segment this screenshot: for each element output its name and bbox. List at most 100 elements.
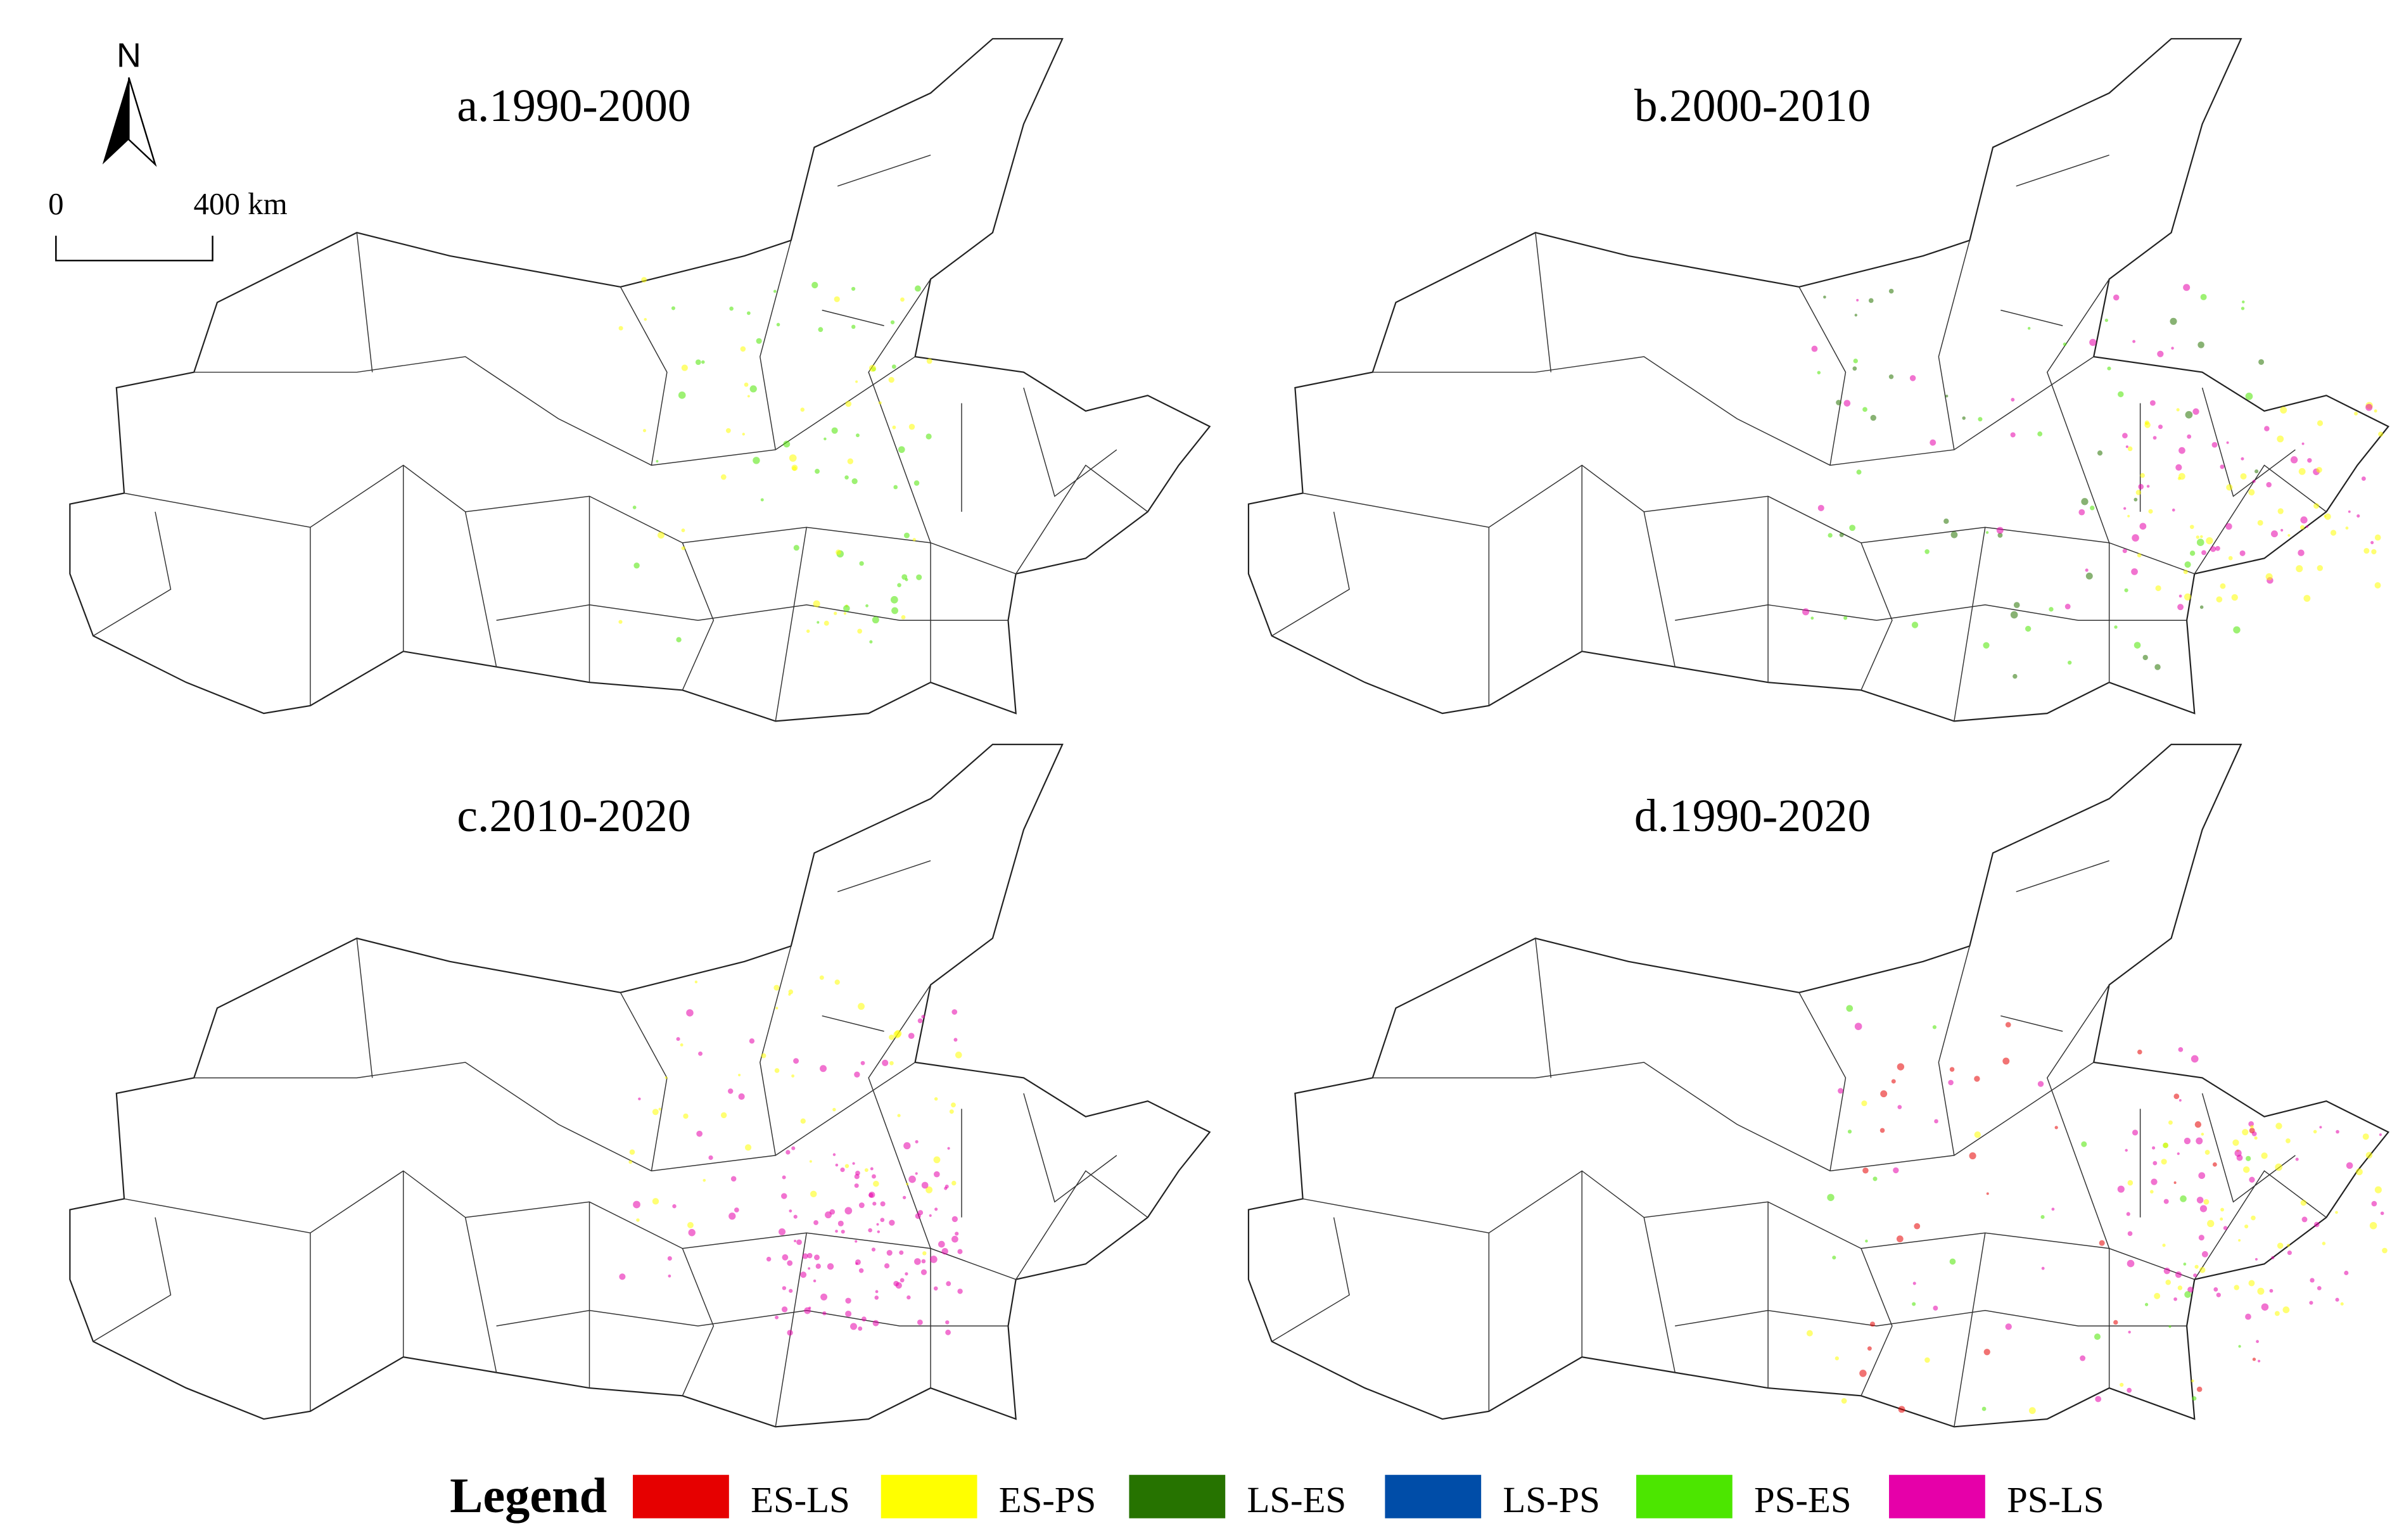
change-patch: [744, 382, 749, 387]
change-patch: [2287, 1250, 2292, 1256]
change-patch: [2187, 434, 2192, 439]
change-patch: [906, 1183, 909, 1186]
legend: ES-LS ES-PS LS-ES LS-PS PS-ES PS-LS: [633, 1475, 2104, 1520]
change-patch: [890, 320, 895, 324]
change-patch: [813, 1279, 817, 1283]
change-patch: [850, 1323, 857, 1330]
change-patch: [2301, 442, 2305, 445]
change-patch: [2041, 1266, 2045, 1270]
change-patch: [836, 549, 841, 556]
change-patch: [2228, 556, 2233, 561]
change-patch: [2206, 537, 2213, 545]
change-patch: [2240, 473, 2247, 480]
change-patch: [905, 1272, 908, 1276]
change-patch: [753, 457, 760, 464]
change-patch: [857, 628, 862, 634]
change-patch: [2335, 1211, 2338, 1214]
change-patch: [945, 1320, 950, 1325]
change-patch: [2097, 450, 2103, 456]
change-patch: [2245, 392, 2253, 400]
change-patch: [2213, 1287, 2218, 1292]
change-patch: [687, 1221, 694, 1228]
change-patch: [781, 1306, 788, 1313]
change-patch: [2199, 1267, 2206, 1273]
legend-label: LS-ES: [1247, 1479, 1346, 1520]
change-patch: [840, 1168, 845, 1173]
change-patch: [2313, 1221, 2320, 1228]
change-patch: [813, 600, 820, 608]
change-patch: [1978, 417, 1983, 422]
change-patch: [1861, 1100, 1867, 1107]
change-patch: [652, 1198, 659, 1205]
change-patch: [2146, 485, 2150, 488]
change-patch: [2120, 1382, 2124, 1387]
change-patch: [2196, 535, 2199, 539]
change-patch: [1893, 1167, 1899, 1174]
change-patch: [1868, 298, 1874, 303]
change-patch: [2117, 1185, 2125, 1193]
change-patch: [2254, 1136, 2258, 1140]
change-patch: [2256, 1340, 2259, 1344]
change-patch: [1867, 1346, 1872, 1351]
change-patch: [917, 1018, 923, 1024]
change-patch: [2316, 467, 2322, 473]
change-patch: [880, 1201, 886, 1207]
change-patch: [785, 1150, 791, 1155]
change-patch: [1862, 1167, 1869, 1174]
change-patch: [2199, 605, 2204, 609]
change-patch: [2261, 1303, 2269, 1311]
change-patch: [1932, 1025, 1937, 1029]
change-patch: [728, 1212, 736, 1220]
change-patch: [889, 1034, 894, 1040]
change-patch: [2196, 1197, 2204, 1204]
change-patch: [951, 1216, 958, 1223]
change-patch: [1986, 1192, 1989, 1195]
change-patch: [642, 429, 647, 433]
change-patch: [851, 324, 856, 329]
legend-label: LS-PS: [1503, 1479, 1599, 1520]
change-patch: [2134, 642, 2141, 649]
change-patch: [871, 1247, 876, 1252]
change-patch: [2124, 588, 2128, 592]
change-patch: [2175, 464, 2182, 471]
change-patch: [957, 1249, 963, 1254]
change-patch: [720, 474, 727, 480]
change-patch: [760, 498, 764, 502]
change-patch: [858, 1326, 863, 1331]
change-patch: [951, 1180, 957, 1186]
change-patch: [1817, 504, 1824, 511]
change-patch: [618, 620, 623, 624]
change-patch: [2277, 435, 2284, 443]
change-patch: [864, 1168, 868, 1173]
change-patch: [676, 637, 682, 643]
change-patch: [858, 1202, 865, 1208]
change-patch: [789, 454, 797, 462]
change-patch: [835, 1163, 839, 1167]
change-patch: [2002, 1057, 2010, 1065]
change-patch: [811, 281, 818, 289]
change-patch: [2371, 549, 2377, 555]
change-patch: [872, 1174, 876, 1179]
change-patch: [873, 1180, 879, 1187]
change-patch: [2234, 1285, 2239, 1290]
change-patch: [820, 1065, 827, 1072]
change-patch: [843, 612, 847, 615]
change-patch: [844, 475, 849, 480]
change-patch: [872, 1320, 879, 1327]
change-patch: [2271, 1256, 2275, 1259]
change-patch: [1838, 1088, 1843, 1094]
change-patch: [744, 1144, 752, 1151]
change-patch: [1862, 407, 1867, 412]
scale-label: 400 km: [194, 186, 288, 221]
change-patch: [787, 1330, 793, 1336]
change-patch: [678, 391, 686, 399]
change-patch: [2307, 458, 2312, 463]
change-patch: [2123, 507, 2127, 510]
change-patch: [898, 446, 905, 454]
change-patch: [644, 317, 647, 321]
change-patch: [658, 1107, 662, 1111]
change-patch: [915, 1140, 919, 1143]
change-patch: [2244, 1224, 2249, 1229]
change-patch: [2374, 582, 2381, 589]
change-patch: [2248, 489, 2255, 496]
